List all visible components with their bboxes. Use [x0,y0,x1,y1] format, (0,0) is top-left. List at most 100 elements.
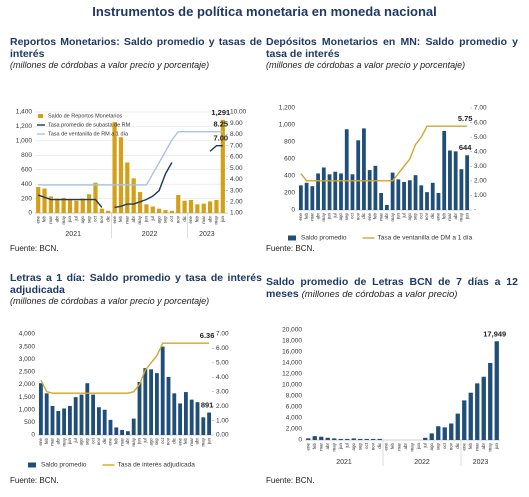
bar [345,438,350,440]
x-tick-label: feb [113,438,118,445]
x-tick-label: jul [401,213,406,219]
bar [371,438,376,440]
bar [137,381,142,435]
legend-label: Tasa de ventanilla de RM a 1 día [48,131,129,137]
bar [114,427,119,435]
y2-tick-label: 5.00 [216,360,229,367]
x-tick-label: ene [35,216,40,224]
x-tick-label: jul [142,438,147,444]
x-tick-label: mar [474,442,479,450]
bar [44,393,49,435]
bar [87,194,92,213]
x-tick-label: dic [171,437,176,444]
legend-label: Tasa de ventanilla de DM a 1 día [378,235,473,242]
line [300,125,468,182]
bar [379,193,384,210]
x-tick-label: nov [99,215,104,223]
chart-title: Depósitos Monetarios en MN: Saldo promed… [266,36,518,60]
x-tick-label: oct [364,442,369,449]
x-tick-label: nov [448,442,453,450]
bar [106,210,111,213]
source: Fuente: BCN. [10,244,59,253]
x-group-label: 2021 [65,231,81,238]
x-tick-label: jun [137,438,142,446]
bar [201,203,206,213]
x-tick-label: nov [166,437,171,445]
y-tick-label: 12,000 [282,371,302,378]
y-tick-label: 1,400 [16,109,33,116]
x-tick-label: may [409,442,414,451]
bar [402,181,406,210]
x-tick-label: ago [351,443,356,451]
y2-tick-label: 1.00 [230,210,243,217]
x-tick-label: jun [67,438,72,446]
bar [298,185,303,210]
line [37,144,223,209]
chart-subtitle: (millones de córdobas a valor precio) [301,289,458,300]
y2-tick-label: 6.00 [474,119,487,126]
bar [178,403,183,435]
x-tick-label: ene [436,213,441,221]
x-tick-label: may [390,212,395,221]
bar [50,405,55,435]
y-tick-label: 0 [298,437,302,444]
legend-swatch [288,235,296,241]
bar [131,178,136,213]
x-tick-label: nov [355,212,360,220]
y-tick-label: 800 [284,139,295,146]
legend-label: Tasa de interés adjudicada [118,462,196,469]
y-tick-label: 18,000 [282,338,302,345]
bar [455,413,460,440]
chart-subtitle: (millones de córdobas a valor precio y p… [10,60,210,70]
y-tick-label: 1,000 [19,406,36,413]
x-tick-label: oct [442,442,447,449]
legend-label: Saldo de Reportos Monetarios [48,113,123,119]
bar [413,175,418,210]
bar [407,180,412,210]
y2-tick-label: 4.00 [474,148,487,155]
bar [481,376,486,440]
y-tick-label: 3,000 [19,356,36,363]
x-group-label: 2023 [199,231,215,238]
bar [56,411,61,435]
bar [396,179,401,210]
y-tick-label: 8,000 [286,393,303,400]
x-tick-label: jun [416,443,421,451]
x-group-label: 2021 [336,459,352,466]
x-tick-label: ene [383,443,388,451]
data-label: 5.75 [458,114,473,123]
bar [362,128,366,210]
bar [169,210,174,213]
bar [125,431,130,435]
x-tick-label: abr [403,443,408,450]
x-tick-label: jun [494,443,499,451]
line [38,130,223,186]
bar [436,426,441,440]
x-tick-label: oct [93,215,98,222]
x-tick-label: feb [468,443,473,450]
x-tick-label: oct [169,215,174,222]
chart-subtitle: (millones de córdobas a valor precio y p… [266,60,466,70]
y-tick-label: 6,000 [286,404,303,411]
bar [423,437,428,440]
x-tick-label: jul [422,443,427,449]
y-tick-label: 500 [24,419,35,426]
x-tick-label: may [321,212,326,221]
bar [459,169,464,210]
x-tick-label: ene [38,438,43,446]
data-label: 17,949 [483,329,506,338]
bar [96,407,101,435]
y-tick-label: 0 [28,210,32,217]
x-tick-label: sep [84,438,89,446]
bar [74,200,79,213]
chart-title: Letras a 1 día: Saldo promedio y tasa de… [10,272,262,296]
y-tick-label: 4,000 [19,331,36,338]
x-tick-label: abr [54,216,59,223]
x-tick-label: may [200,437,205,446]
x-tick-label: mar [447,212,452,220]
y-tick-label: 800 [21,152,32,159]
legend-swatch [28,462,36,468]
x-tick-label: mar [119,437,124,445]
x-tick-label: oct [90,437,95,444]
